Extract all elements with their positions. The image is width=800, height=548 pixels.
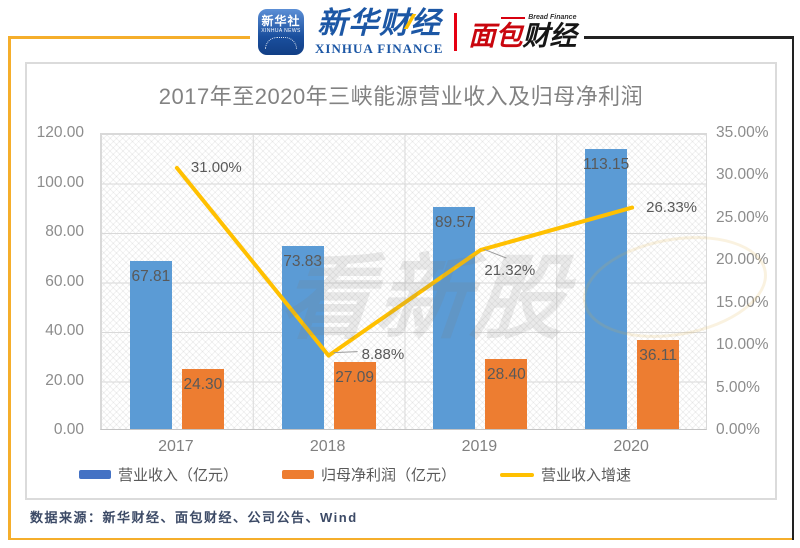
xinhua-finance-logo: 新华财经 XINHUA FINANCE xyxy=(315,7,444,56)
header-logos: 新华社 XINHUA NEWS 新华财经 XINHUA FINANCE Brea… xyxy=(250,5,585,59)
xinhua-finance-cn-label: 新华财经 xyxy=(317,7,442,40)
frame-top-right-line xyxy=(560,36,794,39)
frame-right-line xyxy=(791,36,794,540)
right-axis-tick: 35.00% xyxy=(716,124,769,141)
frame-left-line xyxy=(8,36,11,540)
revenue-bar-value-label: 89.57 xyxy=(434,214,474,232)
revenue-bar-value-label: 113.15 xyxy=(582,155,630,173)
data-source-note: 数据来源：新华财经、面包财经、公司公告、Wind xyxy=(30,510,358,525)
growth-point-label: 21.32% xyxy=(484,262,536,280)
growth-point-label: 31.00% xyxy=(190,158,242,176)
profit-bar-value-label: 24.30 xyxy=(183,375,223,393)
revenue-bar-2017 xyxy=(129,261,172,429)
right-axis-tick: 20.00% xyxy=(716,251,769,269)
x-axis-tick: 2020 xyxy=(613,438,649,455)
left-axis-tick: 60.00 xyxy=(45,272,84,290)
profit-bar-2019 xyxy=(485,358,528,429)
right-axis-tick: 0.00% xyxy=(716,421,760,438)
growth-line xyxy=(174,165,635,358)
right-axis-tick: 15.00% xyxy=(716,293,769,311)
x-axis-tick: 2018 xyxy=(309,438,346,455)
growth-point-label: 26.33% xyxy=(646,198,697,216)
xinhua-news-cn-label: 新华社 xyxy=(261,14,301,28)
left-axis-tick: 80.00 xyxy=(45,223,84,240)
legend-item-growth: 营业收入增速 xyxy=(500,464,631,485)
x-axis-tick: 2019 xyxy=(461,438,498,455)
frame-bottom-line xyxy=(8,537,794,540)
right-axis-tick: 5.00% xyxy=(716,378,760,396)
xinhua-finance-en-label: XINHUA FINANCE xyxy=(315,41,444,56)
legend: 营业收入（亿元） 归母净利润（亿元） 营业收入增速 xyxy=(0,464,710,485)
legend-item-profit: 归母净利润（亿元） xyxy=(281,464,456,485)
x-axis-tick: 2017 xyxy=(158,438,194,455)
revenue-bar-value-label: 73.83 xyxy=(283,253,323,271)
left-axis-tick: 100.00 xyxy=(36,173,84,191)
bread-finance-logo: Bread Finance 面包财经 xyxy=(468,14,576,50)
left-axis-tick: 40.00 xyxy=(45,322,84,339)
right-axis-tick: 25.00% xyxy=(716,208,769,226)
red-line-accent xyxy=(501,16,526,19)
revenue-bar-2019 xyxy=(433,207,476,429)
right-axis-tick: 10.00% xyxy=(716,336,769,354)
legend-label-revenue: 营业收入（亿元） xyxy=(117,467,238,484)
revenue-bar-2020 xyxy=(585,148,628,429)
label-leader-line xyxy=(483,248,507,259)
revenue-swatch-icon xyxy=(78,470,111,479)
bread-finance-en-label: Bread Finance xyxy=(501,14,576,21)
profit-swatch-icon xyxy=(281,470,314,479)
left-axis-tick: 120.00 xyxy=(36,124,84,141)
profit-bar-value-label: 36.11 xyxy=(639,346,677,364)
profit-bar-2017 xyxy=(181,368,224,429)
left-axis-tick: 20.00 xyxy=(45,371,84,389)
xinhua-news-en-label: XINHUA NEWS xyxy=(261,28,301,34)
profit-bar-2020 xyxy=(637,339,680,429)
frame-top-left-line xyxy=(8,36,250,39)
globe-network-icon xyxy=(265,37,297,49)
growth-line-layer xyxy=(174,165,635,358)
legend-label-profit: 归母净利润（亿元） xyxy=(320,467,456,484)
profit-bar-value-label: 28.40 xyxy=(486,365,526,383)
right-axis-tick: 30.00% xyxy=(716,166,769,184)
legend-label-growth: 营业收入增速 xyxy=(541,467,632,484)
profit-bar-value-label: 27.09 xyxy=(335,368,375,386)
bread-finance-cn-label: 面包财经 xyxy=(468,21,577,51)
legend-item-revenue: 营业收入（亿元） xyxy=(78,464,238,485)
logo-divider xyxy=(454,13,458,51)
growth-line-swatch-icon xyxy=(500,472,534,477)
revenue-bar-value-label: 67.81 xyxy=(131,268,171,286)
profit-bar-2018 xyxy=(333,361,376,429)
growth-point-label: 8.88% xyxy=(361,345,405,363)
plot-area: 67.81 73.83 89.57 113.15 24.30 27.09 28.40 36.1… xyxy=(100,133,707,430)
chart-title: 2017年至2020年三峡能源营业收入及归母净利润 xyxy=(158,84,644,109)
xinhua-news-app-icon: 新华社 XINHUA NEWS xyxy=(258,9,304,55)
left-axis-tick: 0.00 xyxy=(53,421,84,438)
label-leader-line xyxy=(333,351,358,354)
